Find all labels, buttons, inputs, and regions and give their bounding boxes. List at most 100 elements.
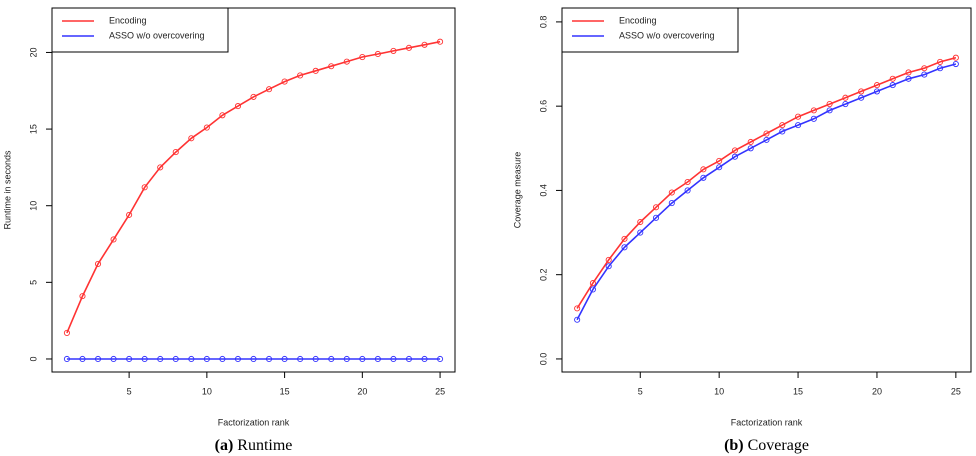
x-tick-label: 5 <box>127 386 132 396</box>
point <box>219 355 226 363</box>
point <box>905 69 912 76</box>
point <box>826 101 833 108</box>
point <box>731 147 738 154</box>
point <box>873 82 881 89</box>
point <box>110 236 117 243</box>
point <box>937 58 944 65</box>
point <box>889 75 896 82</box>
point <box>763 136 770 143</box>
point <box>297 355 304 363</box>
point <box>359 53 366 61</box>
caption: (b) Coverage <box>724 437 809 454</box>
legend-label: Encoding <box>109 15 147 25</box>
caption-label: (b) <box>724 437 744 454</box>
x-tick-label: 25 <box>951 386 961 396</box>
x-tick-label: 10 <box>714 386 724 396</box>
point <box>421 41 428 48</box>
point <box>605 263 612 270</box>
point <box>747 138 754 146</box>
point <box>234 355 242 363</box>
point <box>905 75 912 82</box>
point <box>421 355 428 363</box>
point <box>157 355 164 363</box>
legend-label: ASSO w/o overcovering <box>619 30 715 40</box>
point <box>921 65 928 72</box>
point <box>63 329 70 336</box>
point <box>281 78 288 85</box>
caption-text: Runtime <box>237 437 292 454</box>
point <box>716 157 723 164</box>
point <box>374 50 381 58</box>
legend-label: Encoding <box>619 15 657 25</box>
series-line <box>576 63 957 321</box>
point <box>684 178 691 186</box>
point <box>297 72 304 79</box>
y-axis-label: Runtime in seconds <box>2 150 12 230</box>
y-tick-label: 5 <box>28 280 38 285</box>
point <box>763 130 770 137</box>
caption-label: (a) <box>215 437 234 454</box>
y-tick-label: 10 <box>28 201 38 211</box>
point <box>328 355 335 363</box>
point <box>203 355 210 363</box>
point <box>731 153 738 160</box>
point <box>574 305 581 312</box>
point <box>250 355 257 363</box>
point <box>374 355 381 363</box>
y-tick-label: 0.4 <box>538 184 548 197</box>
x-tick-label: 25 <box>435 386 445 396</box>
point <box>172 355 179 363</box>
point <box>668 200 675 207</box>
point <box>589 280 596 287</box>
point <box>359 355 366 363</box>
point <box>574 316 581 323</box>
point <box>858 88 865 95</box>
point <box>219 112 226 119</box>
point <box>312 67 319 74</box>
y-tick-label: 0.8 <box>538 16 548 29</box>
x-axis-label: Factorization rank <box>218 417 290 427</box>
y-tick-label: 0.0 <box>538 353 548 366</box>
point <box>94 260 102 267</box>
point <box>405 355 413 363</box>
point <box>437 355 444 363</box>
point <box>63 355 70 363</box>
point <box>281 355 288 363</box>
point <box>652 214 660 221</box>
point <box>621 235 628 242</box>
point <box>405 44 413 51</box>
x-tick-label: 15 <box>280 386 290 396</box>
point <box>94 355 102 363</box>
point <box>795 113 802 120</box>
series-line <box>576 56 957 309</box>
point <box>747 145 754 152</box>
x-tick-label: 5 <box>638 386 643 396</box>
x-tick-label: 20 <box>357 386 367 396</box>
point <box>172 149 179 156</box>
x-tick-label: 10 <box>202 386 212 396</box>
point <box>203 124 210 131</box>
point <box>826 107 833 114</box>
point <box>312 355 319 363</box>
point <box>126 211 133 218</box>
point <box>779 128 786 135</box>
point <box>437 38 444 45</box>
point <box>652 204 660 211</box>
legend-box <box>561 7 739 53</box>
y-tick-label: 0.2 <box>538 268 548 281</box>
point <box>141 184 148 191</box>
point <box>810 107 817 114</box>
legend-box <box>51 7 229 53</box>
x-tick-label: 15 <box>793 386 803 396</box>
point <box>937 65 944 72</box>
point <box>390 355 397 363</box>
point <box>700 166 707 173</box>
point <box>668 189 675 196</box>
point <box>605 256 612 263</box>
caption: (a) Runtime <box>215 437 293 454</box>
point <box>952 54 959 61</box>
plot-frame <box>51 7 456 373</box>
caption-text: Coverage <box>748 437 809 454</box>
point <box>921 71 928 78</box>
point <box>779 122 786 129</box>
